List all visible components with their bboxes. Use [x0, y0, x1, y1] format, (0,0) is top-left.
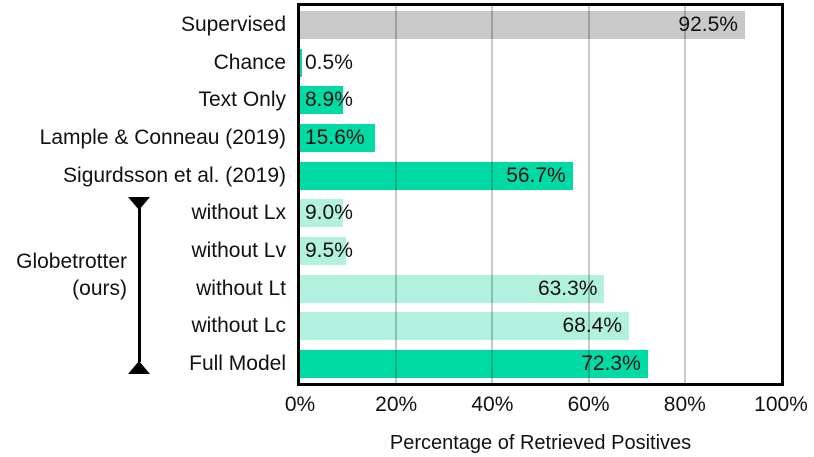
bar — [300, 199, 344, 228]
x-tick-label: 80% — [663, 393, 706, 416]
gridline — [683, 6, 686, 383]
bracket-top-arrow-icon — [128, 197, 150, 210]
x-tick-label: 40% — [471, 393, 514, 416]
bar — [300, 237, 346, 266]
bar — [300, 10, 745, 39]
category-label: Chance — [213, 50, 286, 74]
category-label: Text Only — [198, 88, 286, 112]
category-label: Supervised — [180, 12, 286, 36]
group-label-line2: (ours) — [72, 277, 127, 300]
x-axis-title: Percentage of Retrieved Positives — [389, 432, 692, 454]
bracket-bottom-arrow-icon — [128, 361, 150, 374]
bar-value-label: 15.6% — [305, 125, 365, 149]
bar-value-label: 9.5% — [305, 239, 353, 263]
x-tick-label: 0% — [284, 393, 316, 416]
bar-value-label: 92.5% — [678, 12, 738, 36]
x-tick-label: 60% — [567, 393, 610, 416]
bar-value-label: 8.9% — [305, 88, 353, 112]
bar-value-label: 0.5% — [305, 50, 353, 74]
gridline — [395, 6, 398, 383]
bar-value-label: 9.0% — [305, 201, 353, 225]
bar — [300, 123, 376, 152]
bar-value-label: 68.4% — [562, 314, 623, 338]
bar-value-label: 72.3% — [581, 352, 641, 376]
category-label: without Lx — [191, 201, 286, 225]
x-tick-label: 20% — [375, 393, 418, 416]
bar — [300, 312, 629, 341]
gridline — [491, 6, 494, 383]
bar — [300, 48, 303, 77]
category-label: Sigurdsson et al. (2019) — [63, 163, 286, 187]
category-label: Full Model — [189, 352, 286, 376]
category-label: without Lt — [196, 276, 286, 300]
category-label: without Lv — [191, 239, 286, 263]
plot-area: 92.5% 0.5% 8.9% 15.6% 56.7% 9.0% 9.5% 63.3% 68.4… — [297, 3, 784, 386]
category-label: Lample & Conneau (2019) — [39, 125, 286, 149]
group-label: Globetrotter (ours) — [0, 248, 127, 302]
group-label-line1: Globetrotter — [16, 250, 127, 273]
bracket-line — [138, 204, 141, 362]
category-label: without Lc — [191, 314, 286, 338]
bar — [300, 350, 648, 379]
x-tick-label: 100% — [754, 393, 808, 416]
gridline — [587, 6, 590, 383]
bar — [300, 161, 573, 190]
bar-value-label: 56.7% — [506, 163, 566, 187]
bar — [300, 274, 605, 303]
bar — [300, 86, 343, 115]
bar-value-label: 63.3% — [537, 276, 598, 300]
